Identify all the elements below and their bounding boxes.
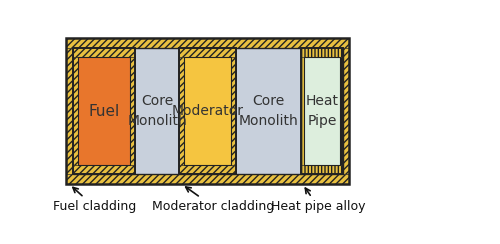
Bar — [72, 48, 135, 174]
Bar — [66, 174, 349, 184]
Text: Core
Monolith: Core Monolith — [127, 94, 187, 128]
Bar — [180, 164, 236, 174]
Bar — [184, 57, 231, 164]
Bar — [231, 57, 236, 164]
Bar — [72, 57, 78, 164]
Bar — [301, 165, 343, 174]
Text: Core
Monolith: Core Monolith — [239, 94, 298, 128]
Bar — [180, 57, 184, 164]
Bar — [340, 57, 343, 165]
Bar — [66, 48, 72, 174]
Bar — [72, 164, 135, 174]
Text: Heat pipe alloy: Heat pipe alloy — [271, 188, 366, 213]
Bar — [180, 48, 236, 58]
Bar — [304, 57, 340, 165]
Bar — [130, 57, 135, 164]
Bar — [72, 48, 135, 174]
Text: Moderator cladding: Moderator cladding — [152, 187, 275, 213]
Bar — [66, 38, 349, 48]
Text: Fuel: Fuel — [88, 103, 120, 119]
Bar — [66, 38, 349, 184]
Bar — [343, 48, 349, 174]
Bar — [301, 57, 304, 165]
Bar — [72, 48, 135, 58]
Bar — [301, 48, 343, 57]
Text: Heat
Pipe: Heat Pipe — [306, 94, 338, 128]
Bar — [78, 57, 130, 164]
Bar — [301, 48, 343, 174]
Text: Moderator: Moderator — [172, 104, 244, 118]
Bar — [72, 48, 343, 174]
Text: Fuel cladding: Fuel cladding — [52, 187, 136, 213]
Bar — [301, 48, 343, 174]
Bar — [180, 48, 236, 174]
Bar — [66, 38, 349, 184]
Bar — [180, 48, 236, 174]
